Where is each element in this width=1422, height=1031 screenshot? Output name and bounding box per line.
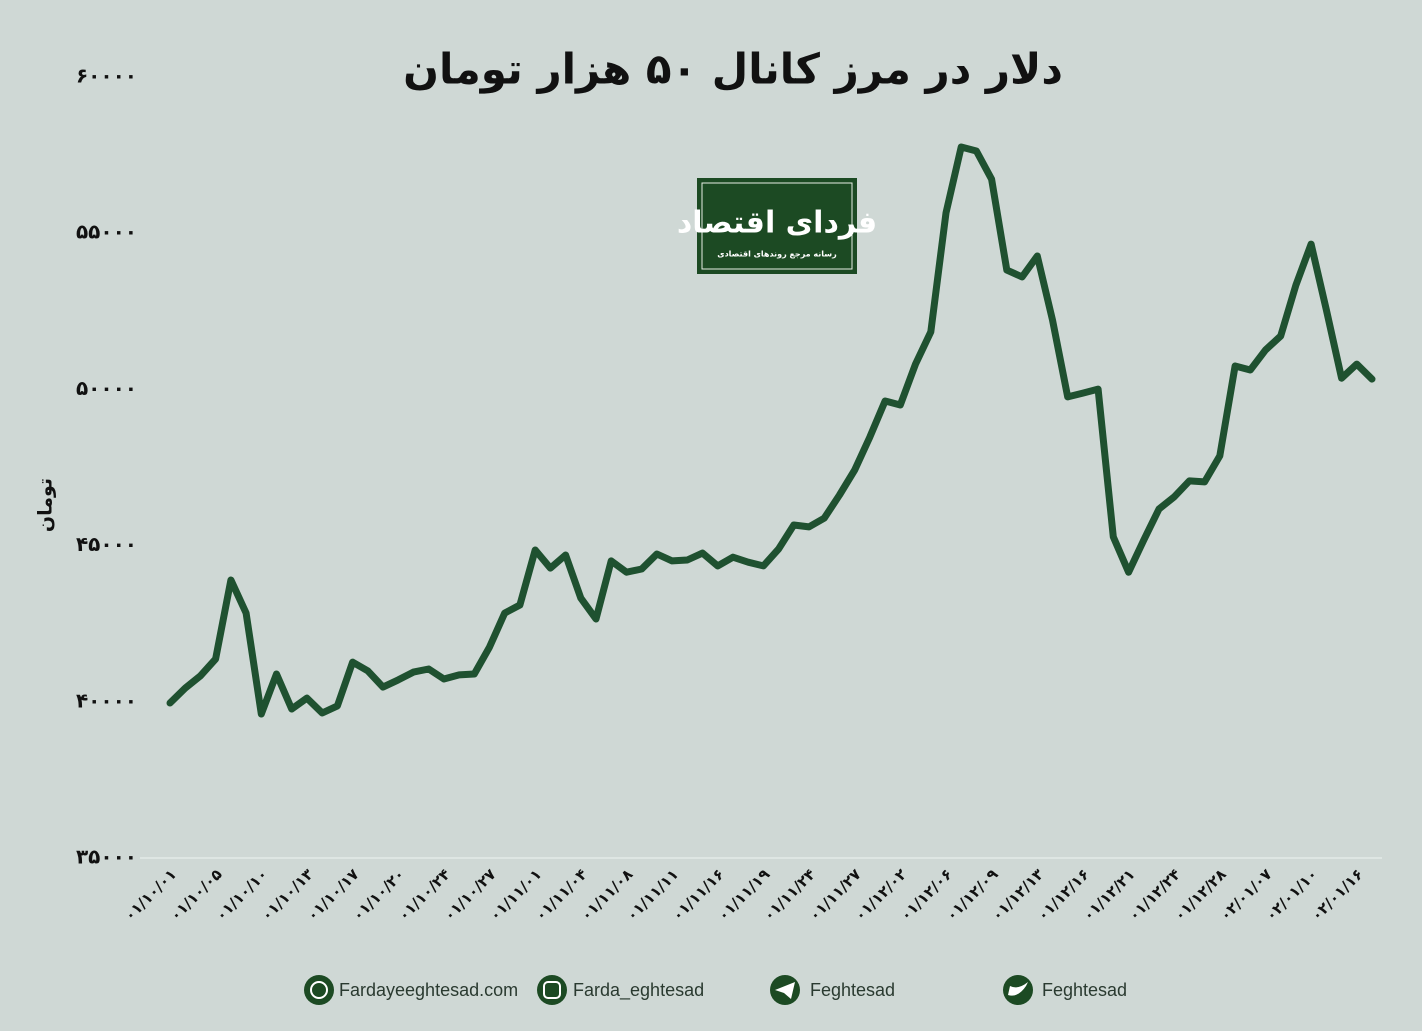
instagram-icon (537, 975, 567, 1005)
y-tick-label: ۵۰۰۰۰ (76, 376, 137, 400)
y-tick-label: ۳۵۰۰۰ (76, 845, 137, 869)
footer-link[interactable]: Fardayeeghtesad.com (339, 980, 518, 1000)
web-icon (304, 975, 334, 1005)
footer: Fardayeeghtesad.com Farda_eghtesad Feght… (304, 975, 1127, 1005)
y-tick-label: ۶۰۰۰۰ (76, 64, 137, 88)
footer-link[interactable]: Farda_eghtesad (573, 980, 704, 1001)
y-tick-label: ۵۵۰۰۰ (76, 220, 137, 244)
footer-link[interactable]: Feghtesad (1042, 980, 1127, 1000)
logo-box (697, 178, 857, 274)
twitter-icon-glyph (1008, 982, 1028, 996)
logo: فردای اقتصاد رسانه مرجع روندهای اقتصادی (677, 178, 877, 274)
footer-link[interactable]: Feghtesad (810, 980, 895, 1000)
line (166, 143, 1376, 718)
y-tick-label: ۴۵۰۰۰ (76, 532, 137, 556)
logo-subtitle: رسانه مرجع روندهای اقتصادی (717, 250, 837, 259)
y-tick-label: ۴۰۰۰۰ (76, 688, 137, 712)
instagram-icon-glyph (543, 981, 561, 999)
logo-frame (701, 182, 853, 270)
chart-title: دلار در مرز کانال ۵۰ هزار تومان (403, 45, 1063, 95)
web-icon-glyph (310, 981, 328, 999)
y-axis-label: تومان (35, 478, 57, 532)
logo-title: فردای اقتصاد (677, 206, 877, 241)
telegram-icon-glyph (775, 982, 795, 999)
